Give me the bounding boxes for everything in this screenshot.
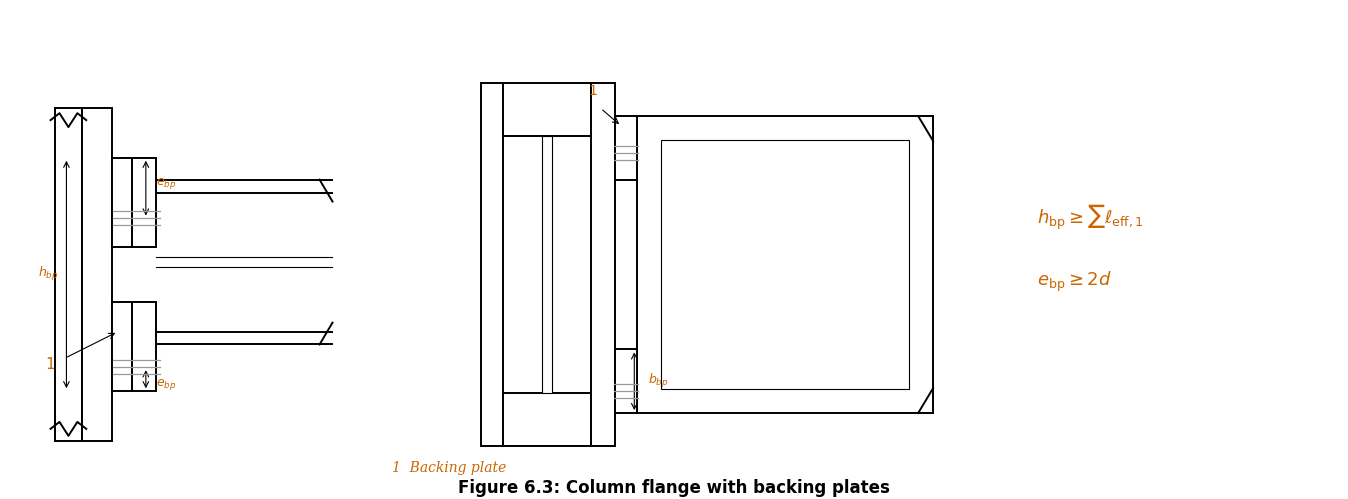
Bar — [590, 83, 616, 446]
Text: 1: 1 — [46, 357, 55, 372]
Bar — [503, 83, 590, 136]
Bar — [616, 116, 638, 180]
Bar — [54, 108, 82, 441]
Text: $b_{bp}$: $b_{bp}$ — [648, 372, 669, 390]
Text: $e_{bp}$: $e_{bp}$ — [156, 176, 177, 191]
Bar — [82, 108, 112, 441]
Text: $e_{bp}$: $e_{bp}$ — [156, 377, 177, 392]
Bar — [503, 393, 590, 446]
Text: $e_{\rm bp} \geq 2d$: $e_{\rm bp} \geq 2d$ — [1038, 270, 1112, 294]
Text: $h_{bp}$: $h_{bp}$ — [38, 265, 59, 283]
Bar — [661, 140, 910, 389]
Bar — [112, 302, 132, 391]
Bar — [542, 136, 551, 393]
Bar — [616, 349, 638, 413]
Bar — [481, 83, 503, 446]
Text: $h_{\rm bp} \geq \sum\ell_{\rm eff,1}$: $h_{\rm bp} \geq \sum\ell_{\rm eff,1}$ — [1038, 203, 1144, 232]
Bar — [132, 302, 156, 391]
Bar — [112, 158, 132, 247]
Bar — [132, 158, 156, 247]
Text: 1: 1 — [588, 84, 597, 98]
Bar — [638, 116, 933, 413]
Text: 1  Backing plate: 1 Backing plate — [392, 461, 507, 475]
Text: Figure 6.3: Column flange with backing plates: Figure 6.3: Column flange with backing p… — [458, 480, 890, 498]
